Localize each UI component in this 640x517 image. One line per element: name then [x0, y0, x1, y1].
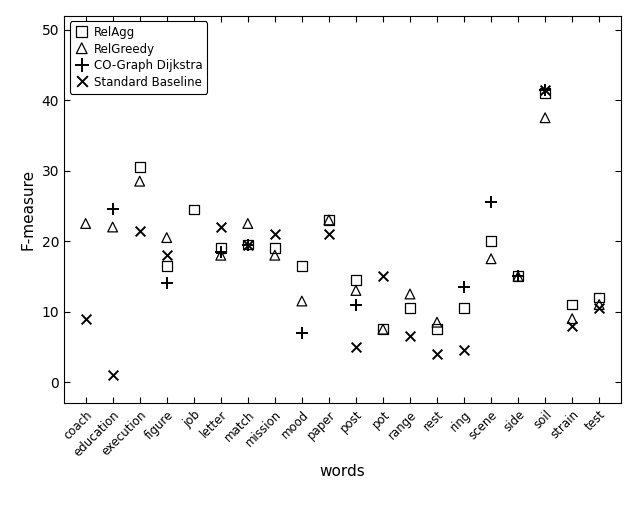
Point: [567, 322, 577, 330]
Point: [243, 240, 253, 249]
Point: [134, 163, 145, 171]
Point: [594, 300, 604, 309]
Point: [459, 283, 469, 291]
Point: [540, 85, 550, 94]
Point: [324, 216, 334, 224]
Point: [108, 205, 118, 214]
Point: [216, 223, 226, 231]
Point: [351, 343, 361, 351]
Point: [134, 177, 145, 185]
Point: [432, 350, 442, 358]
Point: [513, 272, 524, 281]
Point: [594, 293, 604, 301]
Point: [297, 329, 307, 337]
Point: [405, 304, 415, 312]
Point: [432, 318, 442, 326]
Point: [567, 314, 577, 323]
Point: [351, 286, 361, 295]
Point: [432, 325, 442, 333]
Point: [161, 234, 172, 242]
Point: [540, 114, 550, 122]
Legend: RelAgg, RelGreedy, CO-Graph Dijkstra, Standard Baseline: RelAgg, RelGreedy, CO-Graph Dijkstra, St…: [70, 21, 207, 94]
Point: [513, 272, 524, 281]
Point: [351, 300, 361, 309]
Point: [161, 262, 172, 270]
Point: [459, 304, 469, 312]
Point: [297, 262, 307, 270]
Point: [243, 240, 253, 249]
Point: [216, 251, 226, 260]
Point: [459, 346, 469, 355]
Point: [540, 89, 550, 97]
Point: [486, 237, 496, 245]
X-axis label: words: words: [319, 464, 365, 479]
Point: [269, 251, 280, 260]
Point: [405, 290, 415, 298]
Y-axis label: F-measure: F-measure: [21, 169, 36, 250]
Point: [243, 219, 253, 227]
Point: [161, 279, 172, 287]
Point: [216, 244, 226, 252]
Point: [81, 219, 91, 227]
Point: [378, 272, 388, 281]
Point: [324, 216, 334, 224]
Point: [108, 223, 118, 231]
Point: [297, 297, 307, 305]
Point: [486, 254, 496, 263]
Point: [486, 198, 496, 206]
Point: [134, 226, 145, 235]
Point: [513, 272, 524, 281]
Point: [378, 325, 388, 333]
Point: [108, 371, 118, 379]
Point: [594, 304, 604, 312]
Point: [324, 230, 334, 238]
Point: [161, 251, 172, 260]
Point: [189, 205, 199, 214]
Point: [378, 325, 388, 333]
Point: [269, 230, 280, 238]
Point: [567, 300, 577, 309]
Point: [243, 240, 253, 249]
Point: [540, 85, 550, 94]
Point: [351, 276, 361, 284]
Point: [81, 314, 91, 323]
Point: [269, 244, 280, 252]
Point: [216, 248, 226, 256]
Point: [405, 332, 415, 340]
